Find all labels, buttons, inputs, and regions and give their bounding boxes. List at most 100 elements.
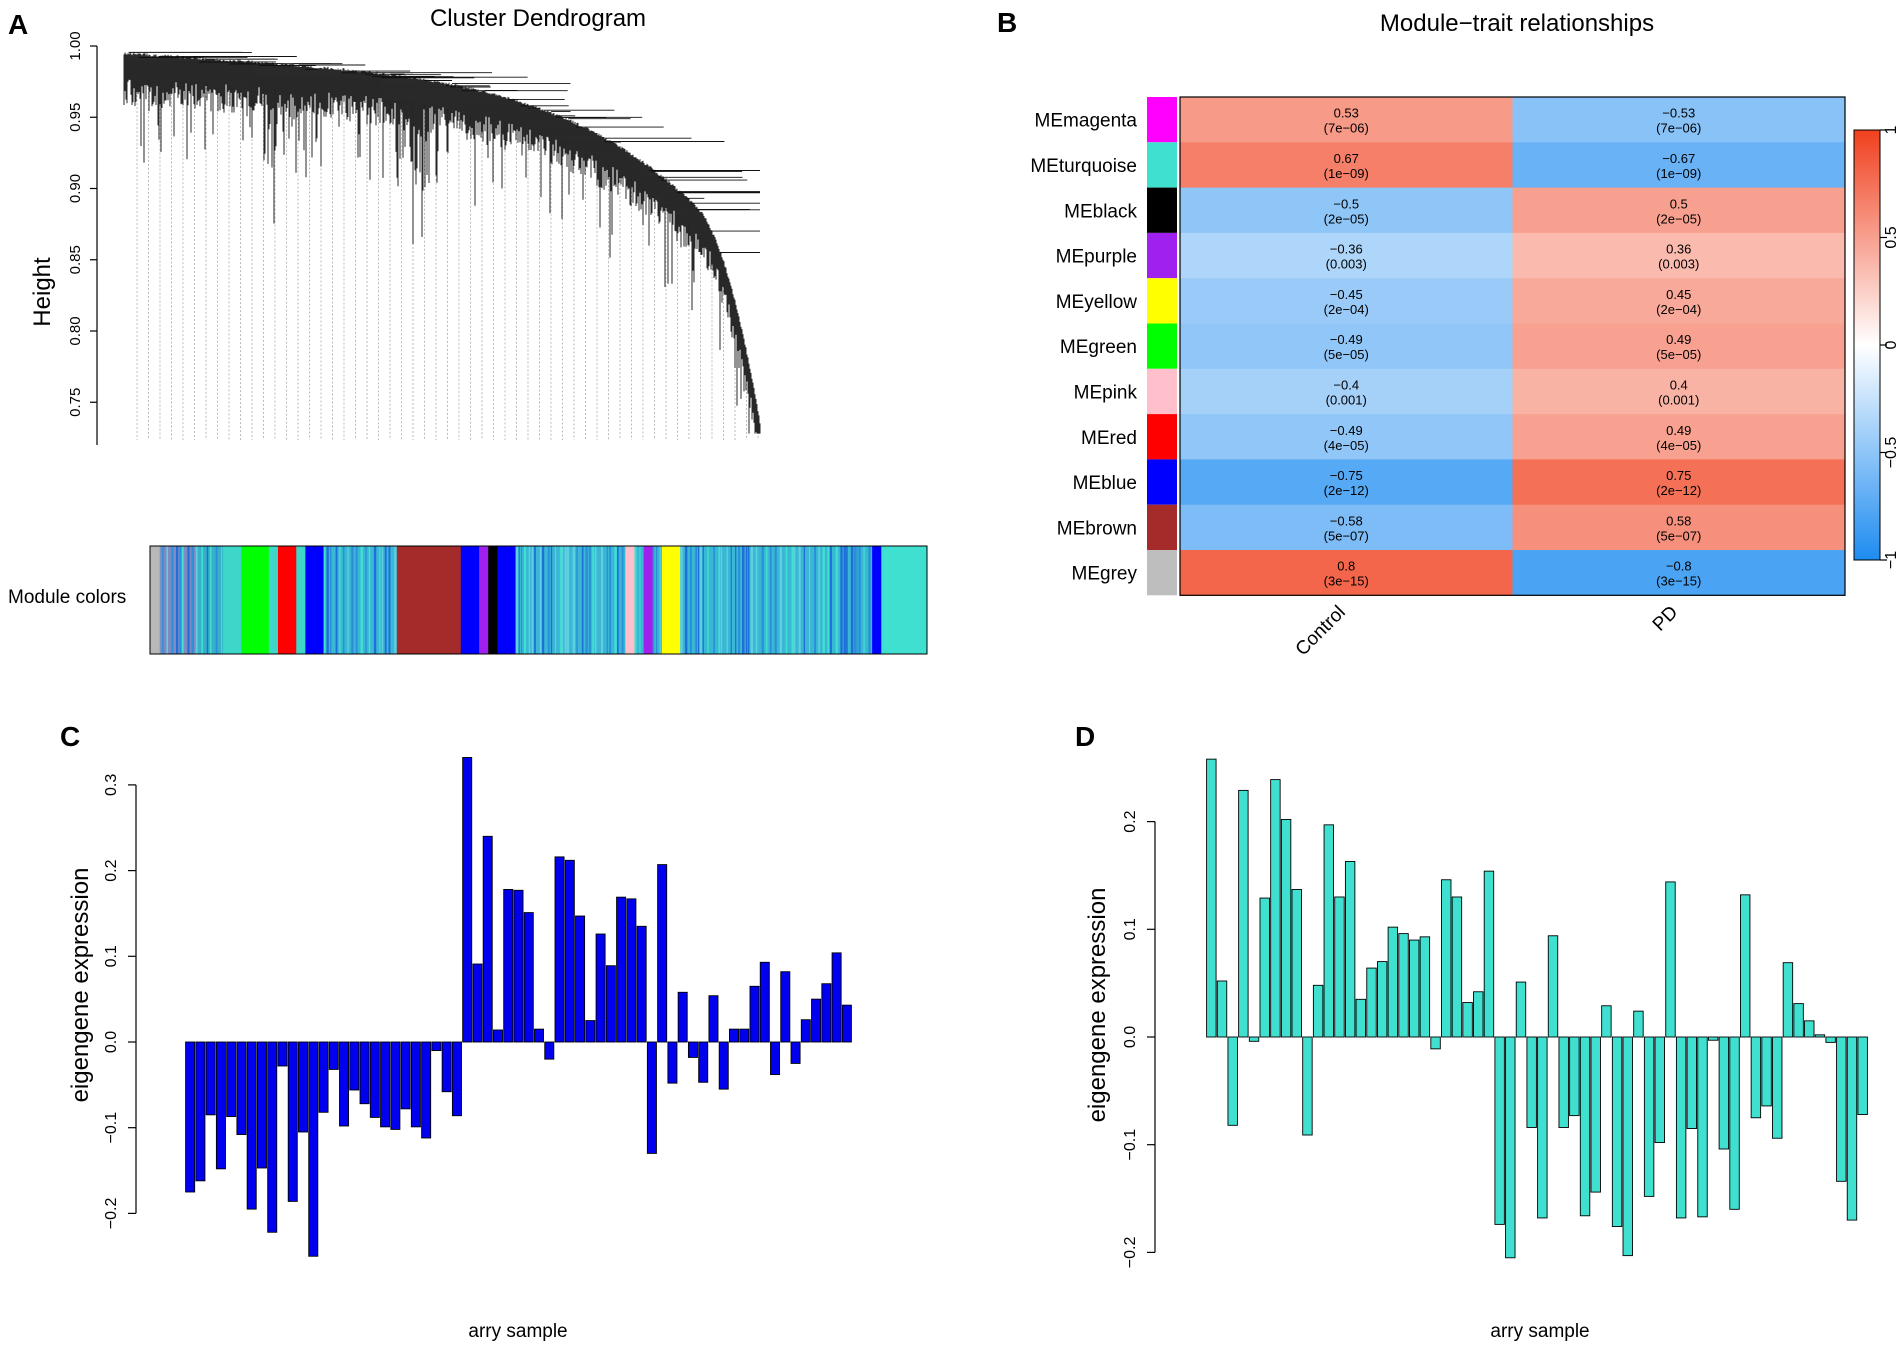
panel-b-cell-pvalue: (2e−12) [1324, 483, 1369, 498]
panel-c-y-tick-label: 0.1 [103, 945, 120, 967]
panel-a-color-stripe [585, 546, 588, 654]
panel-c-bar [749, 985, 760, 1043]
panel-d-bar [1814, 1034, 1826, 1038]
panel-d-bar [1291, 889, 1302, 1038]
panel-d-xlabel: arry sample [1490, 1321, 1589, 1342]
panel-c-bar [472, 963, 483, 1043]
panel-a-color-stripe [368, 546, 371, 654]
panel-d-bar [1622, 1036, 1633, 1257]
panel-b-cell-value: 0.45 [1666, 287, 1691, 302]
panel-a-color-stripe [588, 546, 591, 654]
panel-d-bar [1334, 896, 1345, 1038]
panel-a-color-stripe [606, 546, 608, 654]
panel-a-color-segment [652, 546, 663, 654]
panel-b-cell-pvalue: (2e−05) [1656, 211, 1701, 226]
panel-c-bar [790, 1041, 801, 1064]
panel-a-color-stripe [614, 546, 617, 654]
panel-c-bar [462, 757, 473, 1043]
panel-c-y-tick-label: 0.2 [103, 859, 120, 881]
panel-a-color-stripe [747, 546, 750, 654]
panel-a-color-stripe [559, 546, 562, 654]
panel-b-row-label: MEblue [1073, 473, 1137, 494]
panel-a-color-stripe [718, 546, 721, 654]
panel-d-bar [1782, 962, 1794, 1038]
panel-d-bar [1601, 1005, 1612, 1038]
panel-a-color-stripe [863, 546, 865, 654]
panel-b-cell [1512, 142, 1846, 189]
panel-d-bar [1537, 1036, 1548, 1219]
panel-d-bar [1505, 1036, 1516, 1259]
panel-d-bar [1494, 1036, 1505, 1225]
panel-c-bar [236, 1041, 247, 1136]
panel-c-bar [205, 1041, 216, 1116]
panel-b-cell-pvalue: (3e−15) [1324, 574, 1369, 589]
panel-a-color-stripe [742, 546, 745, 654]
panel-d-bar [1270, 779, 1281, 1038]
panel-a-color-stripe [684, 546, 688, 654]
panel-a-color-stripe [195, 546, 198, 654]
panel-a-color-stripe [791, 546, 794, 654]
panel-b-module-swatch [1147, 368, 1177, 415]
panel-c-bar [246, 1041, 257, 1210]
panel-c-bar [800, 1019, 811, 1043]
panel-a-color-stripe [531, 546, 534, 654]
panel-b-cell-pvalue: (1e−09) [1656, 166, 1701, 181]
panel-c-bar [729, 1028, 739, 1043]
panel-d-bar [1238, 789, 1249, 1038]
panel-b-cell-value: −0.5 [1333, 196, 1359, 211]
panel-a-color-stripe [381, 546, 383, 654]
panel-b-cell-pvalue: (4e−05) [1656, 438, 1701, 453]
panel-a-color-segment [634, 546, 645, 654]
panel-b-cell-pvalue: (0.001) [1658, 392, 1699, 407]
panel-c-bar [770, 1041, 781, 1076]
panel-b-cell [1512, 368, 1846, 415]
panel-c-bar [410, 1041, 421, 1128]
panel-b-legend-tick-label: −1 [1883, 551, 1900, 569]
panel-a-color-stripe [652, 546, 655, 654]
panel-a-color-segment [460, 546, 480, 654]
panel-b-module-swatch [1147, 142, 1177, 188]
panel-b-heatmap: B Module−trait relationships MEmagentaME… [997, 7, 1900, 660]
panel-a-y-tick-label: 1.00 [67, 31, 84, 60]
panel-a-y-tick-label: 0.80 [67, 316, 84, 345]
panel-d-bar [1569, 1036, 1580, 1117]
panel-a-color-stripe [726, 546, 728, 654]
panel-a-color-stripe [793, 546, 796, 654]
panel-a-color-segment [268, 546, 279, 654]
panel-c-bar [687, 1041, 698, 1058]
panel-a-color-segment [872, 546, 882, 654]
panel-b-row-label: MEblack [1064, 201, 1137, 222]
panel-c-bar [277, 1041, 288, 1067]
panel-b-row-label: MEgreen [1060, 337, 1137, 358]
panel-d-bar [1718, 1036, 1730, 1150]
panel-c-bar [657, 864, 668, 1043]
panel-b-cell-pvalue: (5e−05) [1656, 347, 1701, 362]
panel-b-cell-pvalue: (0.001) [1326, 392, 1367, 407]
panel-c-bar [616, 896, 627, 1043]
panel-a-color-stripe [379, 546, 381, 654]
panel-a-color-stripe [853, 546, 857, 654]
panel-b-cell-value: 0.67 [1334, 151, 1359, 166]
panel-a-color-stripe [868, 546, 871, 654]
panel-d-bar [1846, 1036, 1858, 1221]
panel-b-cell [1180, 142, 1513, 189]
panel-b-legend-tick-label: −0.5 [1883, 437, 1900, 469]
panel-a-color-stripe [846, 546, 848, 654]
panel-d-bar [1643, 1036, 1655, 1197]
panel-d-bar [1697, 1036, 1708, 1218]
panel-b-cell [1512, 459, 1846, 506]
panel-d-bar [1398, 933, 1409, 1038]
panel-b-cell [1180, 323, 1513, 370]
panel-b-cell-value: −0.67 [1662, 151, 1695, 166]
panel-c-bar [585, 1020, 596, 1043]
panel-b-title: Module−trait relationships [1380, 10, 1654, 37]
panel-a-color-stripe [720, 546, 723, 654]
panel-a-color-stripe [329, 546, 332, 654]
panel-d-bar [1547, 935, 1559, 1038]
panel-b-module-swatch [1147, 504, 1177, 550]
panel-b-legend-tick-label: 0 [1883, 340, 1900, 349]
panel-b-module-swatch [1147, 187, 1177, 233]
panel-b-cell [1512, 97, 1846, 143]
panel-a-color-stripe [745, 546, 748, 654]
